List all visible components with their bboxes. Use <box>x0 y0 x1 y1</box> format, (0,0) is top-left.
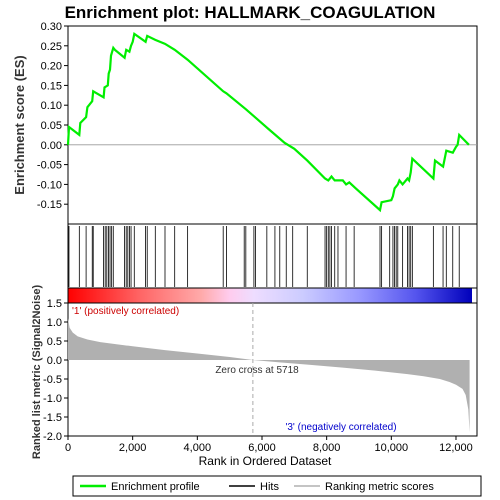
positive-correlation-label: '1' (positively correlated) <box>72 306 179 317</box>
rank-y-axis-label: Ranked list metric (Signal2Noise) <box>31 285 43 460</box>
x-tick-label: 2,000 <box>119 442 147 454</box>
rank-y-tick-label: 0.5 <box>47 336 62 348</box>
rank-color-bar <box>68 288 472 303</box>
es-y-tick-label: 0.00 <box>41 140 62 152</box>
x-tick-label: 8,000 <box>313 442 341 454</box>
es-panel: 0.30 0.25 0.20 0.15 0.10 0.05 0.00 -0.05 -0.10 -0… <box>12 21 478 225</box>
hits-panel <box>67 223 478 289</box>
legend-label-hits: Hits <box>260 481 279 493</box>
rank-y-tick-label: 1.0 <box>47 317 62 329</box>
hit-marks <box>68 226 460 287</box>
es-y-tick-label: 0.20 <box>41 61 62 73</box>
x-tick-label: 0 <box>65 442 71 454</box>
es-y-tick-label: 0.05 <box>41 120 62 132</box>
x-tick-label: 4,000 <box>184 442 212 454</box>
es-y-axis-ticks: 0.30 0.25 0.20 0.15 0.10 0.05 0.00 -0.05 -0.10 -0… <box>37 21 68 211</box>
legend-label-enrichment: Enrichment profile <box>111 481 200 493</box>
enrichment-profile-line <box>66 32 470 213</box>
rank-y-tick-label: -2.0 <box>43 431 62 443</box>
legend-label-ranking: Ranking metric scores <box>325 481 434 493</box>
x-axis-ticks: 0 2,000 4,000 6,000 8,000 10,000 12,000 <box>65 436 473 454</box>
es-y-tick-label: -0.05 <box>37 160 62 172</box>
chart-title: Enrichment plot: HALLMARK_COAGULATION <box>65 3 436 22</box>
es-y-tick-label: 0.25 <box>41 41 62 53</box>
rank-y-tick-label: -0.5 <box>43 374 62 386</box>
x-tick-label: 6,000 <box>248 442 276 454</box>
es-y-tick-label: -0.10 <box>37 179 62 191</box>
es-y-tick-label: 0.30 <box>41 21 62 33</box>
legend-box <box>72 475 482 497</box>
zero-cross-label: Zero cross at 5718 <box>215 365 299 376</box>
negative-correlation-label: '3' (negatively correlated) <box>285 422 396 433</box>
rank-y-axis-ticks: 1.5 1.0 0.5 0.0 -0.5 -1.0 -1.5 -2.0 <box>43 298 68 443</box>
rank-y-tick-label: -1.0 <box>43 393 62 405</box>
legend: Enrichment profile Hits Ranking metric s… <box>72 475 482 497</box>
x-axis-label: Rank in Ordered Dataset <box>199 454 332 468</box>
es-y-tick-label: -0.15 <box>37 199 62 211</box>
x-tick-label: 12,000 <box>439 442 473 454</box>
rank-metric-panel: 1.5 1.0 0.5 0.0 -0.5 -1.0 -1.5 -2.0 '1' (positi… <box>31 285 478 460</box>
rank-y-tick-label: -1.5 <box>43 412 62 424</box>
es-y-axis-label: Enrichment score (ES) <box>12 55 27 194</box>
rank-y-tick-label: 1.5 <box>47 298 62 310</box>
es-y-tick-label: 0.10 <box>41 100 62 112</box>
x-tick-label: 10,000 <box>374 442 408 454</box>
es-y-tick-label: 0.15 <box>41 80 62 92</box>
rank-y-tick-label: 0.0 <box>47 355 62 367</box>
es-plot-area <box>67 25 478 225</box>
